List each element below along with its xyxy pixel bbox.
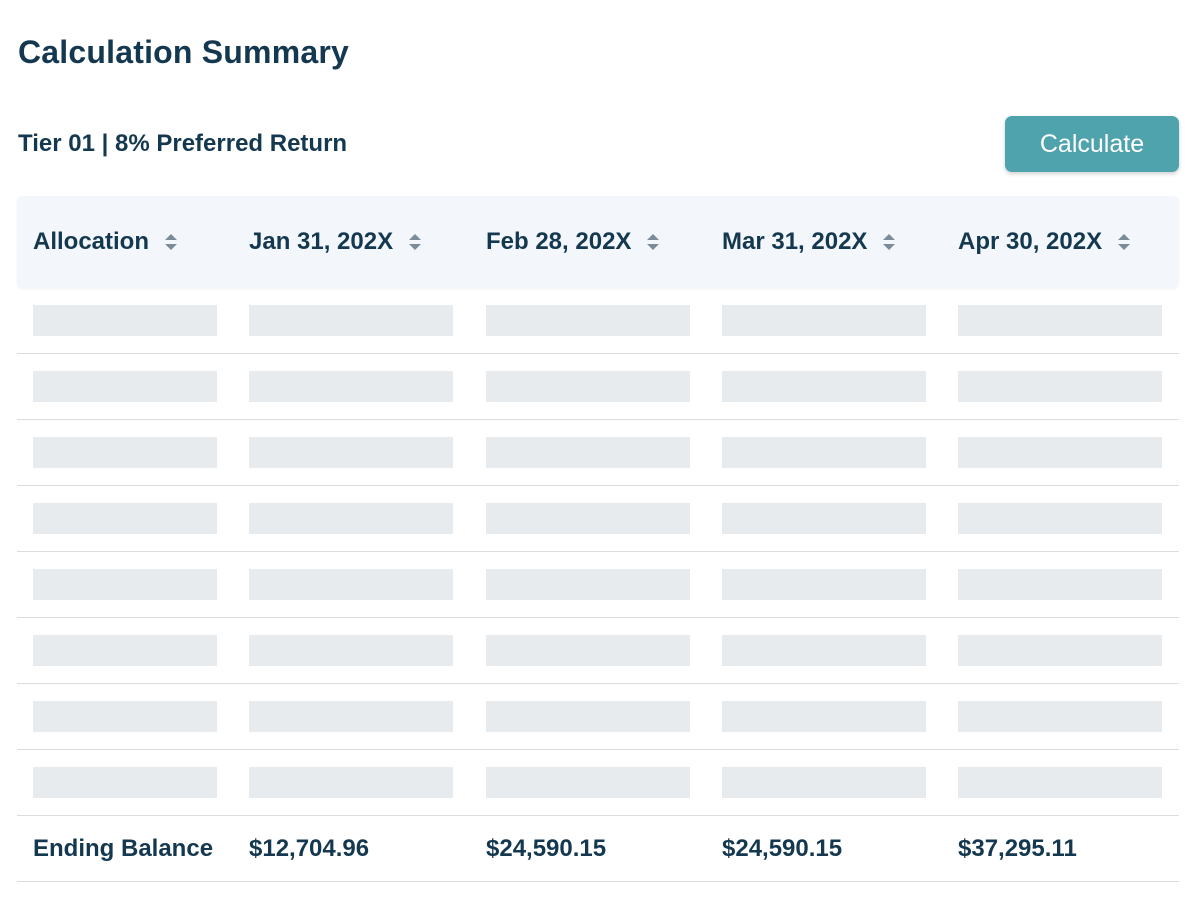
skeleton-cell [958, 569, 1162, 600]
calculation-table: Allocation Jan 31, 202X Feb 28, 202X Mar… [17, 196, 1179, 882]
skeleton-cell [33, 701, 217, 732]
column-header-apr[interactable]: Apr 30, 202X [958, 196, 1131, 288]
column-header-allocation[interactable]: Allocation [33, 196, 178, 288]
table-row [17, 420, 1179, 486]
column-header-feb[interactable]: Feb 28, 202X [486, 196, 660, 288]
skeleton-cell [958, 767, 1162, 798]
skeleton-cell [722, 635, 926, 666]
skeleton-cell [486, 305, 690, 336]
tier-subtitle: Tier 01 | 8% Preferred Return [18, 130, 348, 157]
skeleton-cell [33, 371, 217, 402]
table-row [17, 618, 1179, 684]
table-row [17, 750, 1179, 816]
skeleton-cell [249, 701, 453, 732]
column-header-label: Feb 28, 202X [486, 228, 632, 255]
ending-balance-label: Ending Balance [33, 835, 214, 862]
skeleton-cell [722, 371, 926, 402]
skeleton-cell [958, 635, 1162, 666]
skeleton-cell [486, 635, 690, 666]
column-header-jan[interactable]: Jan 31, 202X [249, 196, 422, 288]
skeleton-cell [722, 503, 926, 534]
skeleton-cell [722, 767, 926, 798]
column-header-label: Apr 30, 202X [958, 228, 1103, 255]
skeleton-cell [249, 437, 453, 468]
table-row [17, 288, 1179, 354]
skeleton-cell [33, 437, 217, 468]
page-title: Calculation Summary [18, 34, 350, 70]
ending-balance-row: Ending Balance $12,704.96 $24,590.15 $24… [17, 816, 1179, 882]
skeleton-cell [33, 503, 217, 534]
skeleton-cell [722, 305, 926, 336]
table-row [17, 354, 1179, 420]
skeleton-cell [33, 569, 217, 600]
skeleton-cell [33, 767, 217, 798]
skeleton-cell [722, 701, 926, 732]
ending-balance-value: $12,704.96 [249, 835, 370, 862]
ending-balance-value: $24,590.15 [486, 835, 607, 862]
skeleton-cell [33, 635, 217, 666]
column-header-mar[interactable]: Mar 31, 202X [722, 196, 896, 288]
table-row [17, 684, 1179, 750]
sort-icon[interactable] [409, 234, 422, 250]
skeleton-cell [486, 767, 690, 798]
skeleton-cell [486, 503, 690, 534]
skeleton-cell [958, 305, 1162, 336]
table-row [17, 486, 1179, 552]
skeleton-cell [249, 503, 453, 534]
skeleton-cell [722, 437, 926, 468]
skeleton-cell [249, 371, 453, 402]
column-header-label: Jan 31, 202X [249, 228, 394, 255]
skeleton-cell [722, 569, 926, 600]
skeleton-cell [33, 305, 217, 336]
ending-balance-value: $24,590.15 [722, 835, 843, 862]
sort-icon[interactable] [165, 234, 178, 250]
skeleton-cell [249, 569, 453, 600]
sort-icon[interactable] [1118, 234, 1131, 250]
skeleton-cell [958, 503, 1162, 534]
table-header: Allocation Jan 31, 202X Feb 28, 202X Mar… [17, 196, 1179, 288]
skeleton-cell [486, 371, 690, 402]
skeleton-cell [486, 569, 690, 600]
sort-icon[interactable] [647, 234, 660, 250]
sort-icon[interactable] [883, 234, 896, 250]
table-body [17, 288, 1179, 816]
skeleton-cell [249, 635, 453, 666]
skeleton-cell [249, 305, 453, 336]
skeleton-cell [249, 767, 453, 798]
skeleton-cell [958, 701, 1162, 732]
table-row [17, 552, 1179, 618]
calculate-button[interactable]: Calculate [1005, 116, 1179, 172]
skeleton-cell [958, 437, 1162, 468]
skeleton-cell [486, 701, 690, 732]
skeleton-cell [486, 437, 690, 468]
column-header-label: Allocation [33, 228, 150, 255]
ending-balance-value: $37,295.11 [958, 835, 1077, 862]
skeleton-cell [958, 371, 1162, 402]
column-header-label: Mar 31, 202X [722, 228, 868, 255]
